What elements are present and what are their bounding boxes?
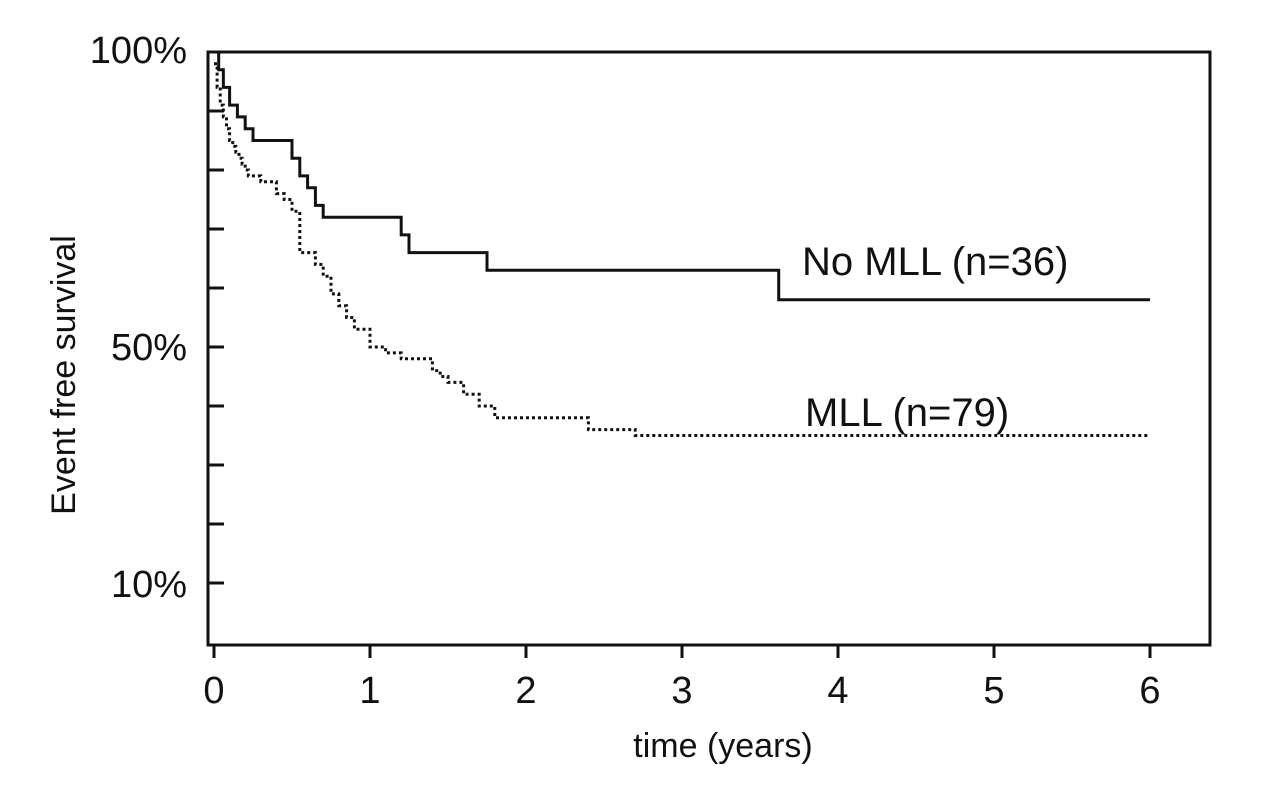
x-axis-title: time (years) (633, 727, 812, 765)
y-axis-ticks (208, 50, 224, 585)
y-tick-label-100: 100% (90, 30, 187, 72)
x-axis-ticks (212, 645, 1152, 658)
x-tick-label-0: 0 (203, 670, 224, 712)
x-tick-label-5: 5 (983, 670, 1004, 712)
series-line-mll (214, 62, 1150, 437)
series-label-mll: MLL (n=79) (805, 391, 1009, 435)
plot-frame (206, 50, 1212, 647)
series-label-no-mll: No MLL (n=36) (802, 240, 1068, 284)
x-tick-label-6: 6 (1139, 670, 1160, 712)
y-axis-title: Event free survival (45, 235, 83, 515)
y-tick-label-50: 50% (111, 327, 187, 369)
x-tick-label-2: 2 (515, 670, 536, 712)
series-line-no-mll (214, 50, 1150, 302)
series-layer (214, 50, 1150, 437)
x-tick-label-3: 3 (671, 670, 692, 712)
x-tick-label-4: 4 (827, 670, 848, 712)
y-tick-label-10: 10% (111, 564, 187, 606)
x-tick-label-1: 1 (359, 670, 380, 712)
